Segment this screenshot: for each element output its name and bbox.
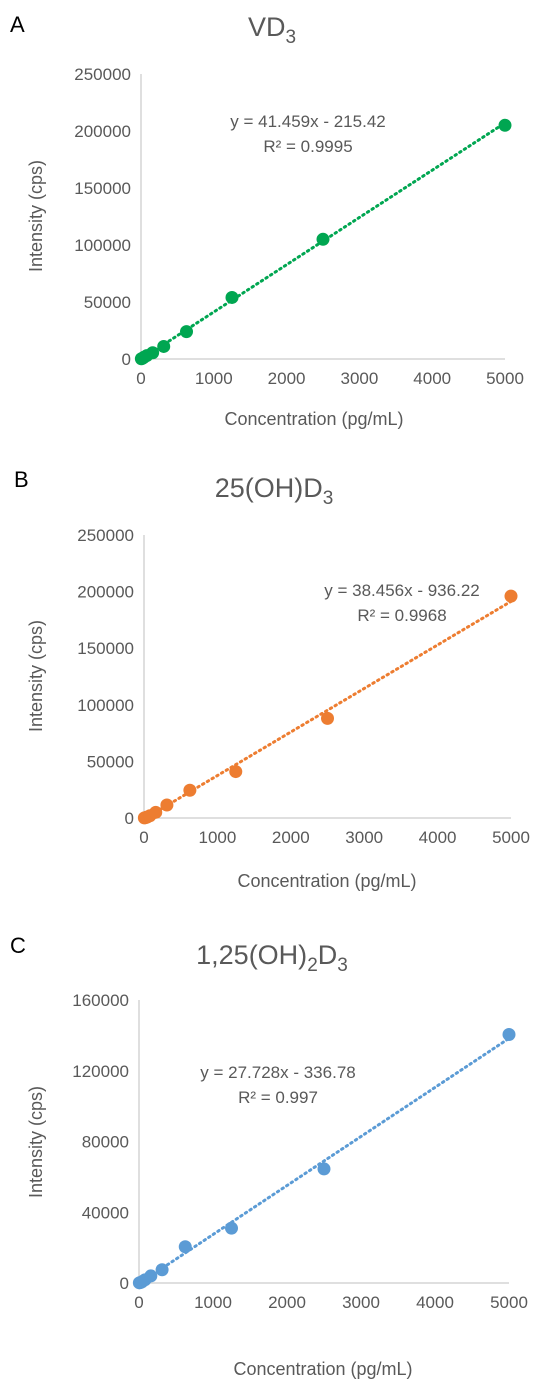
panel-a: A VD3 0 1000 2000 3000 4000 50000500001000001… [10, 12, 524, 429]
panel-b-title: 25(OH)D3 [215, 473, 334, 509]
panel-b-letter: B [14, 467, 29, 492]
panel-c-data-point [178, 1240, 192, 1254]
panel-a-x-tick-label: 5000 [486, 369, 524, 388]
panel-c-y-tick-label: 40000 [82, 1203, 129, 1222]
panel-b-x-tick-label: 0 [139, 828, 148, 847]
panel-c-x-tick-label: 3000 [342, 1293, 380, 1312]
panel-c-title: 1,25(OH)2D3 [196, 940, 348, 976]
panel-a-data-point [225, 290, 239, 304]
panel-a-x-tick-label: 4000 [413, 369, 451, 388]
panel-b-equation: y = 38.456x - 936.22 [324, 581, 479, 600]
panel-a-y-tick-label: 100000 [74, 236, 131, 255]
panel-b-x-tick-label: 1000 [198, 828, 236, 847]
panel-c-equation: y = 27.728x - 336.78 [200, 1063, 355, 1082]
panel-a-data-point [157, 339, 171, 353]
panel-c-y-axis-label: Intensity (cps) [26, 1086, 46, 1198]
panel-c-plot: 0 1000 2000 3000 4000 5000 0 40000 80000 120000 16… [72, 991, 528, 1312]
panel-c-r-squared: R² = 0.997 [238, 1088, 318, 1107]
panel-a-x-tick-label: 0 [136, 369, 145, 388]
panel-b-x-tick-label: 4000 [419, 828, 457, 847]
panel-c-trendline [138, 1036, 511, 1285]
panel-a-equation: y = 41.459x - 215.42 [230, 112, 385, 131]
panel-b-y-axis-label: Intensity (cps) [26, 620, 46, 732]
panel-c: C 1,25(OH)2D3 0 1000 2000 3000 4000 5000 0 4000… [10, 933, 528, 1379]
panel-c-y-tick-label: 120000 [72, 1062, 129, 1081]
panel-a-data-point [146, 346, 160, 360]
panel-a-x-tick-label: 1000 [195, 369, 233, 388]
panel-a-x-tick-label: 3000 [340, 369, 378, 388]
panel-b-y-tick-label: 0 [125, 809, 134, 828]
panel-c-data-point [502, 1027, 516, 1041]
panel-c-x-axis-label: Concentration (pg/mL) [233, 1359, 412, 1379]
panel-b-data-point [149, 805, 163, 819]
panel-a-x-axis-label: Concentration (pg/mL) [224, 409, 403, 429]
panel-c-x-tick-label: 0 [134, 1293, 143, 1312]
panel-a-y-tick-label: 250000 [74, 65, 131, 84]
panel-a-letter: A [10, 12, 25, 37]
panel-c-data-point [144, 1269, 158, 1283]
panel-c-x-tick-label: 4000 [416, 1293, 454, 1312]
panel-a-y-axis-label: Intensity (cps) [26, 160, 46, 272]
panel-b: B 25(OH)D3 0 1000 2000 3000 4000 500005000010… [14, 467, 530, 891]
panel-b-data-point [504, 589, 518, 603]
panel-c-letter: C [10, 933, 26, 958]
panel-b-y-tick-label: 250000 [77, 526, 134, 545]
panel-b-trendline [144, 599, 513, 820]
panel-a-y-tick-label: 150000 [74, 179, 131, 198]
panel-b-x-axis-label: Concentration (pg/mL) [237, 871, 416, 891]
panel-b-x-tick-label: 2000 [272, 828, 310, 847]
panel-b-data-point [160, 798, 174, 812]
panel-c-data-point [155, 1263, 169, 1277]
panel-c-data-point [225, 1221, 238, 1235]
panel-a-y-tick-label: 50000 [84, 293, 131, 312]
panel-c-y-tick-label: 80000 [82, 1133, 129, 1152]
panel-c-y-tick-label: 0 [120, 1274, 129, 1293]
panel-c-x-tick-label: 5000 [490, 1293, 528, 1312]
panel-c-x-tick-label: 2000 [268, 1293, 306, 1312]
panel-b-data-point [321, 711, 334, 725]
panel-c-y-tick-label: 160000 [72, 991, 129, 1010]
panel-b-y-tick-label: 100000 [77, 696, 134, 715]
panel-a-title: VD3 [248, 12, 296, 48]
panel-b-r-squared: R² = 0.9968 [357, 606, 446, 625]
panel-b-data-point [229, 765, 243, 779]
panel-c-data-point [317, 1162, 331, 1176]
panel-b-x-tick-label: 5000 [492, 828, 530, 847]
panel-b-y-tick-label: 200000 [77, 583, 134, 602]
panel-a-data-point [180, 325, 193, 339]
panel-a-y-tick-label: 200000 [74, 122, 131, 141]
panel-a-y-tick-label: 0 [122, 350, 131, 369]
panel-b-plot: 0 1000 2000 3000 4000 50000500001000001500002… [77, 526, 530, 847]
panel-a-r-squared: R² = 0.9995 [263, 137, 352, 156]
panel-c-x-tick-label: 1000 [194, 1293, 232, 1312]
panel-b-data-point [183, 783, 197, 797]
panel-b-y-tick-label: 150000 [77, 639, 134, 658]
panel-a-data-point [498, 118, 512, 132]
panel-b-x-tick-label: 3000 [345, 828, 383, 847]
panel-b-y-tick-label: 50000 [87, 752, 134, 771]
panel-a-data-point [316, 232, 330, 246]
panel-a-plot: 0 1000 2000 3000 4000 50000500001000001500002… [74, 65, 524, 388]
panel-a-x-tick-label: 2000 [268, 369, 306, 388]
